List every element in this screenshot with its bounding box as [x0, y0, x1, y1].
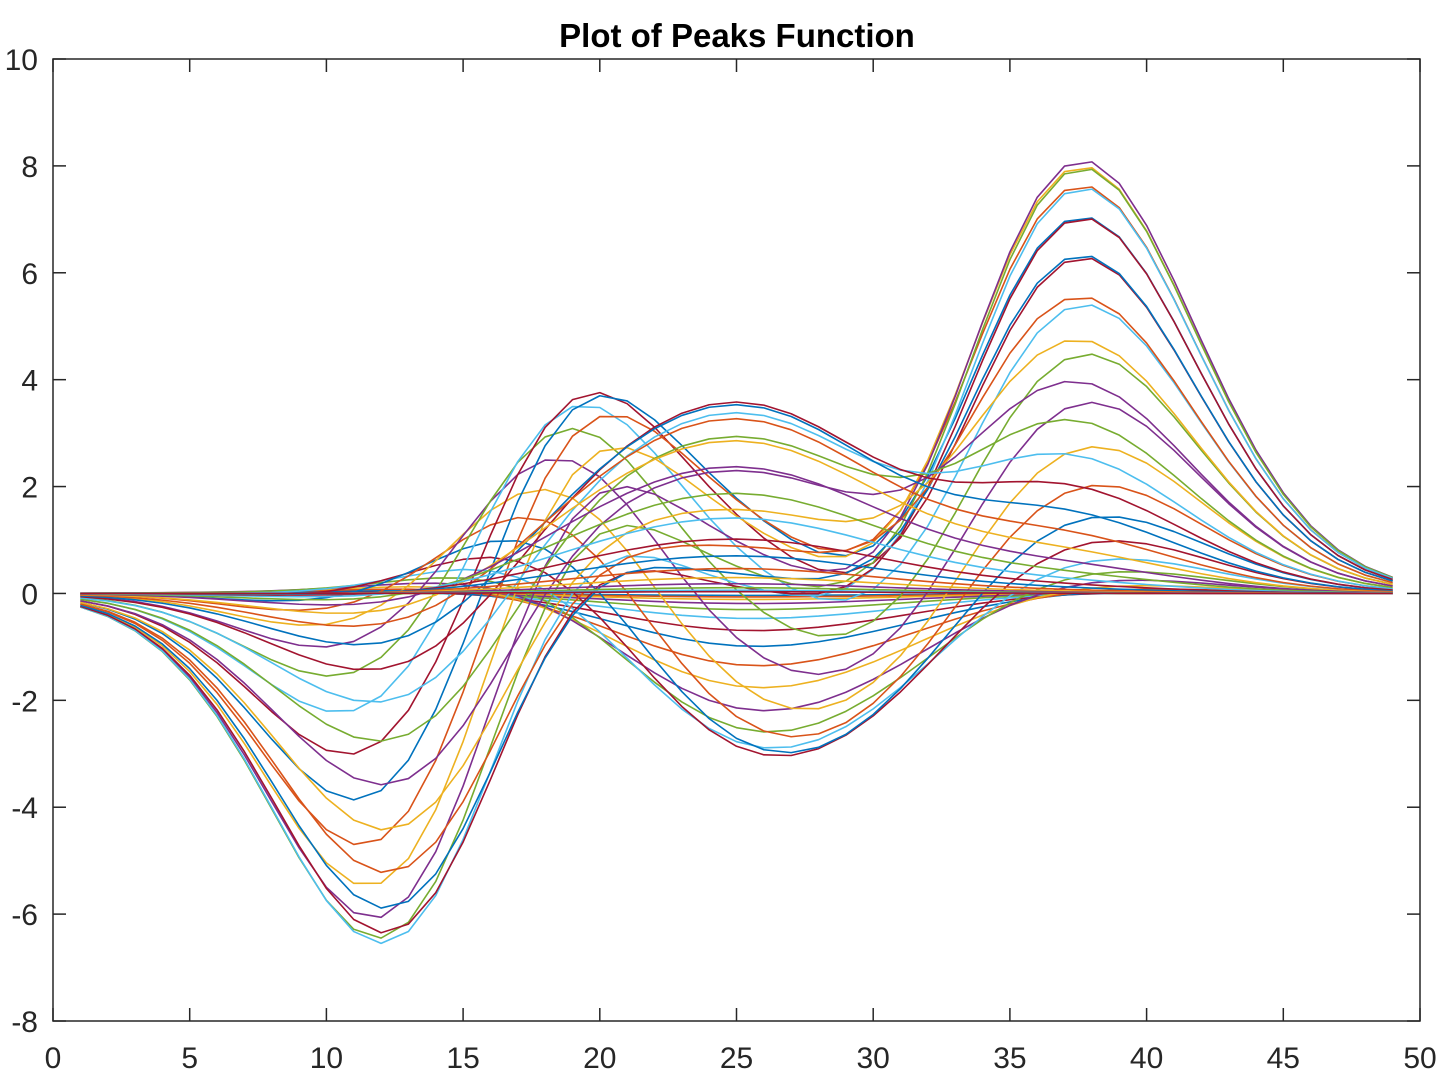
- x-axis-tick-labels: 0 5 10 15 20 25 30 35 40 45 50: [45, 1042, 1437, 1075]
- x-tick-label: 15: [446, 1042, 479, 1075]
- series-line-40: [80, 492, 1393, 601]
- x-tick-label: 30: [857, 1042, 890, 1075]
- series-line-17: [80, 446, 1393, 710]
- x-tick-label: 50: [1403, 1042, 1436, 1075]
- y-axis-tick-labels: -8 -6 -4 -2 0 2 4 6 8 10: [5, 44, 38, 1039]
- series-line-34: [80, 411, 1393, 703]
- series-line-38: [80, 439, 1393, 614]
- y-tick-label: 6: [21, 258, 38, 291]
- x-tick-label: 25: [720, 1042, 753, 1075]
- series-line-33: [80, 418, 1393, 742]
- series-line-28: [80, 218, 1393, 934]
- x-tick-label: 5: [181, 1042, 198, 1075]
- series-line-42: [80, 538, 1393, 596]
- y-tick-label: 10: [5, 44, 38, 77]
- series-line-41: [80, 517, 1393, 598]
- series-line-31: [80, 340, 1393, 831]
- series-line-39: [80, 465, 1393, 606]
- y-tick-label: -8: [11, 1006, 38, 1039]
- series-line-20: [80, 304, 1393, 712]
- x-tick-label: 20: [583, 1042, 616, 1075]
- x-tick-label: 45: [1267, 1042, 1300, 1075]
- series-line-30: [80, 297, 1393, 874]
- series-line-18: [80, 401, 1393, 676]
- y-tick-label: -6: [11, 899, 38, 932]
- series-line-26: [80, 168, 1393, 939]
- y-tick-label: 4: [21, 365, 38, 398]
- axes-box: [52, 58, 1421, 1022]
- series-line-32: [80, 380, 1393, 786]
- axis-ticks: [52, 58, 1421, 1022]
- x-tick-label: 0: [45, 1042, 62, 1075]
- y-tick-label: 2: [21, 472, 38, 505]
- y-tick-label: 0: [21, 578, 38, 611]
- series-line-37: [80, 417, 1393, 627]
- series-line-24: [80, 166, 1393, 885]
- x-tick-label: 40: [1130, 1042, 1163, 1075]
- series-line-49: [80, 590, 1393, 595]
- series-line-35: [80, 401, 1393, 671]
- y-tick-label: -2: [11, 685, 38, 718]
- y-tick-label: -4: [11, 792, 38, 825]
- series-line-13: [80, 558, 1393, 749]
- series-line-36: [80, 403, 1393, 646]
- series-line-16: [80, 484, 1393, 738]
- x-tick-label: 35: [993, 1042, 1026, 1075]
- x-tick-label: 10: [310, 1042, 343, 1075]
- series-line-12: [80, 570, 1393, 733]
- series-lines: [80, 161, 1393, 945]
- y-tick-label: 8: [21, 151, 38, 184]
- series-line-29: [80, 255, 1393, 909]
- series-line-25: [80, 161, 1393, 919]
- chart-title: Plot of Peaks Function: [559, 17, 915, 54]
